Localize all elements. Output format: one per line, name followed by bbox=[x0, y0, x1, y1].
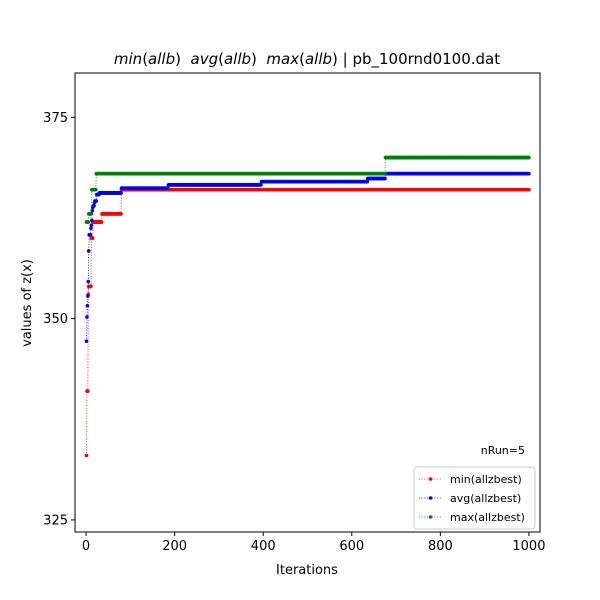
data-point bbox=[89, 226, 93, 231]
y-tick-label: 325 bbox=[43, 513, 68, 528]
legend-marker bbox=[428, 515, 433, 519]
legend-box bbox=[413, 466, 536, 530]
legend-label: avg(allzbest) bbox=[450, 492, 521, 505]
plot-area bbox=[84, 155, 531, 458]
series-2 bbox=[84, 155, 531, 224]
axes-frame bbox=[74, 72, 541, 533]
data-point bbox=[383, 176, 387, 181]
data-point bbox=[84, 339, 89, 343]
title-part: allb bbox=[148, 50, 175, 68]
legend-label: max(allzbest) bbox=[450, 511, 525, 524]
x-axis-label: Iterations bbox=[276, 563, 338, 578]
data-point bbox=[85, 303, 90, 308]
data-point bbox=[84, 453, 89, 458]
legend-marker bbox=[428, 496, 433, 500]
title-part: ) bbox=[251, 50, 266, 68]
data-point bbox=[86, 294, 90, 298]
data-point bbox=[365, 179, 370, 184]
title-part: max bbox=[266, 50, 299, 68]
title-part: allb bbox=[224, 50, 251, 68]
data-point bbox=[90, 236, 95, 240]
nrun-annotation: nRun=5 bbox=[481, 444, 525, 457]
title-part: avg bbox=[191, 50, 219, 68]
data-point bbox=[94, 187, 98, 192]
x-tick-label: 800 bbox=[428, 539, 453, 554]
title-part: min bbox=[114, 50, 142, 68]
axes: 0 200 400 600 800 1000 325 350 375 bbox=[43, 72, 545, 554]
data-point bbox=[89, 284, 93, 289]
y-tick-label: 350 bbox=[43, 312, 68, 327]
data-point bbox=[166, 186, 170, 190]
data-point bbox=[94, 199, 99, 203]
data-point bbox=[119, 212, 123, 216]
title-part: ( bbox=[218, 50, 224, 68]
data-point bbox=[86, 249, 91, 253]
y-axis-label: values of z(x) bbox=[20, 259, 35, 347]
legend-label: min(allzbest) bbox=[450, 473, 522, 486]
title-part: ) bbox=[175, 50, 190, 68]
y-tick-label: 375 bbox=[43, 111, 68, 126]
data-point bbox=[119, 191, 123, 195]
chart-title: min(allb) avg(allb) max(allb) | pb_100rn… bbox=[114, 50, 500, 69]
data-point bbox=[89, 212, 94, 216]
data-point bbox=[383, 171, 387, 176]
data-point bbox=[90, 208, 95, 213]
series-1 bbox=[84, 171, 531, 343]
x-tick-label: 400 bbox=[251, 539, 276, 554]
data-point bbox=[86, 389, 90, 393]
title-part: ( bbox=[299, 50, 305, 68]
data-point bbox=[86, 279, 91, 284]
data-point bbox=[527, 155, 531, 160]
data-point bbox=[259, 183, 263, 187]
legend: min(allzbest) avg(allzbest) max(allzbest) bbox=[413, 466, 536, 530]
legend-item: min(allzbest) bbox=[419, 473, 522, 486]
data-point bbox=[527, 187, 531, 192]
title-part: ( bbox=[142, 50, 148, 68]
legend-marker bbox=[428, 477, 433, 481]
x-tick-label: 0 bbox=[82, 539, 90, 554]
data-point bbox=[90, 218, 94, 223]
data-point bbox=[86, 220, 91, 224]
title-part: ) | pb_100rnd0100.dat bbox=[332, 50, 500, 69]
data-point bbox=[89, 223, 94, 227]
data-point bbox=[88, 233, 93, 237]
data-point bbox=[99, 220, 104, 224]
x-tick-label: 600 bbox=[339, 539, 364, 554]
data-point bbox=[92, 204, 96, 208]
title-part: allb bbox=[305, 50, 332, 68]
x-tick-label: 1000 bbox=[512, 539, 545, 554]
x-tick-label: 200 bbox=[162, 539, 187, 554]
legend-item: max(allzbest) bbox=[419, 511, 525, 524]
data-point bbox=[527, 171, 531, 176]
data-point bbox=[85, 315, 89, 319]
legend-item: avg(allzbest) bbox=[419, 492, 521, 505]
series-0 bbox=[84, 187, 531, 458]
series-line bbox=[86, 157, 529, 223]
